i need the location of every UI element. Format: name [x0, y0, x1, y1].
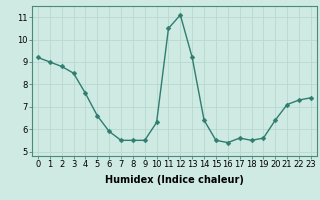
X-axis label: Humidex (Indice chaleur): Humidex (Indice chaleur)	[105, 175, 244, 185]
